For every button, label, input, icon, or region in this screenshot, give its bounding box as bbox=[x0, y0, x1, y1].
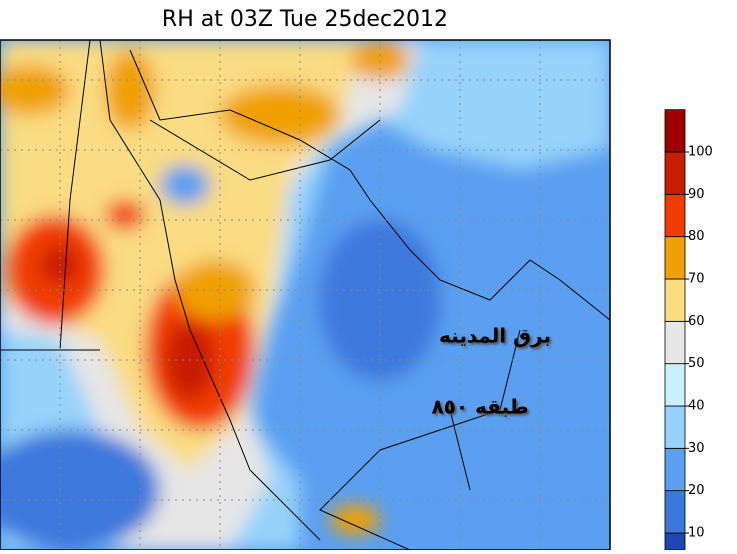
colorbar-tick-label: 100 bbox=[688, 145, 713, 160]
colorbar-tick-label: 90 bbox=[688, 187, 705, 202]
colorbar-tick-label: 80 bbox=[688, 229, 705, 244]
colorbar-tick-label: 30 bbox=[688, 441, 705, 456]
colorbar-segment bbox=[664, 405, 686, 449]
colorbar-tick-label: 20 bbox=[688, 483, 705, 498]
map-title: RH at 03Z Tue 25dec2012 bbox=[162, 7, 448, 32]
colorbar-segment bbox=[664, 193, 686, 238]
colorbar-segment bbox=[664, 447, 686, 492]
colorbar-segment bbox=[664, 320, 686, 365]
colorbar: 10 20 30 40 50 60 70 80 90 100 bbox=[664, 109, 713, 551]
colorbar-tick-label: 60 bbox=[688, 314, 705, 329]
colorbar-tick-label: 10 bbox=[688, 526, 705, 541]
annotation: برق المدينه bbox=[439, 324, 551, 348]
colorbar-segment bbox=[664, 363, 686, 407]
colorbar-segment bbox=[664, 532, 686, 551]
colorbar-segment bbox=[664, 236, 686, 280]
rh-field bbox=[0, 40, 610, 550]
colorbar-tick-label: 50 bbox=[688, 356, 705, 371]
colorbar-segment bbox=[664, 278, 686, 322]
colorbar-segment bbox=[664, 109, 686, 153]
colorbar-tick-label: 70 bbox=[688, 272, 705, 287]
colorbar-segment bbox=[664, 490, 686, 534]
colorbar-segment bbox=[664, 151, 686, 195]
annotation: طبقه ٨٥٠ bbox=[431, 395, 528, 419]
colorbar-tick-label: 40 bbox=[688, 399, 705, 414]
